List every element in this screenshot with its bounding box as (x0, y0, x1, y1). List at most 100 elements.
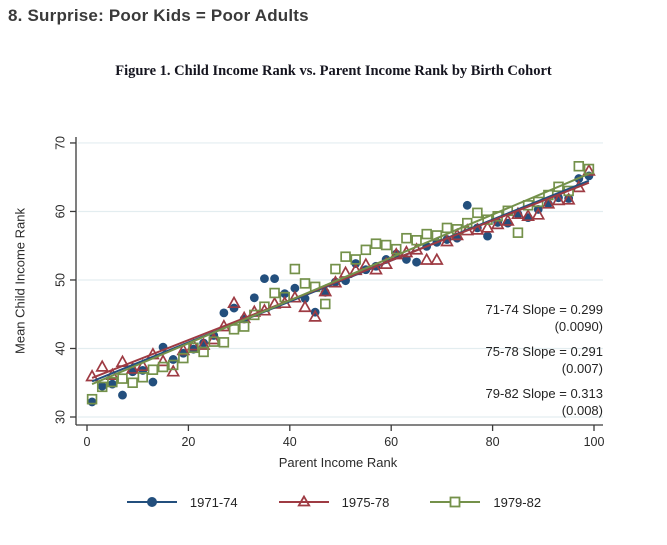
data-point (391, 243, 402, 255)
data-point (269, 287, 280, 299)
data-point (419, 252, 434, 265)
data-point (97, 381, 107, 391)
y-tick-label: 40 (53, 341, 67, 355)
data-point (206, 332, 221, 345)
annotation-line: 71-74 Slope = 0.299 (485, 302, 603, 317)
data-point (521, 208, 535, 222)
annotation-line: (0.008) (561, 403, 603, 418)
annotation-line: 75-78 Slope = 0.291 (485, 344, 603, 359)
fit-line-1975-78 (91, 181, 590, 379)
y-axis-title: Mean Child Income Rank (12, 208, 28, 354)
x-tick-label: 100 (584, 435, 605, 449)
data-point (249, 293, 259, 303)
data-point (440, 234, 454, 247)
data-point (107, 376, 118, 388)
data-point (238, 321, 250, 332)
data-point (208, 336, 220, 347)
data-point (196, 337, 211, 350)
series-1979-82 (86, 161, 595, 405)
data-point (218, 337, 230, 348)
data-point (553, 181, 564, 193)
annotation-line: (0.007) (561, 361, 603, 376)
legend-item-1975-78: 1975-78 (278, 494, 390, 510)
data-point (511, 206, 525, 219)
annotation-block: 79-82 Slope = 0.313 (0.008) (486, 385, 603, 419)
data-point (320, 298, 331, 310)
y-tick-label: 50 (53, 273, 67, 287)
data-point (178, 352, 189, 364)
data-point (127, 377, 138, 388)
data-point (298, 299, 312, 313)
figure-title: Figure 1. Child Income Rank vs. Parent I… (115, 63, 552, 79)
data-point (421, 228, 432, 240)
data-point (411, 234, 422, 246)
data-point (490, 216, 505, 230)
annotation-block: 75-78 Slope = 0.291 (0.007) (486, 343, 603, 377)
data-point (198, 346, 209, 358)
data-point (429, 252, 444, 265)
y-tick-label: 60 (53, 204, 67, 218)
slope-annotations: 71-74 Slope = 0.299 (0.0090) 75-78 Slope… (486, 301, 603, 427)
legend-label: 1979-82 (493, 494, 542, 510)
data-point (318, 284, 333, 297)
data-point (500, 213, 515, 226)
data-point (483, 231, 492, 241)
data-point (135, 358, 150, 372)
data-point (573, 161, 585, 172)
data-point (157, 361, 169, 373)
data-point (86, 393, 98, 405)
data-point (480, 220, 495, 233)
data-point (541, 196, 556, 209)
data-point (370, 238, 382, 249)
x-axis-title: Parent Income Rank (278, 455, 398, 470)
data-point (289, 263, 301, 275)
x-tick-label: 60 (384, 435, 398, 449)
data-point (290, 283, 300, 293)
data-point (462, 200, 472, 210)
data-point (472, 207, 483, 219)
x-tick-label: 40 (283, 435, 297, 449)
data-point (199, 338, 209, 348)
legend: 1971-74 1975-78 1979-82 (0, 494, 667, 510)
data-point (280, 289, 290, 299)
data-point (168, 355, 178, 364)
data-point (166, 364, 181, 377)
legend-label: 1975-78 (341, 494, 390, 510)
data-point (186, 338, 201, 351)
data-point (360, 244, 372, 256)
data-point (148, 377, 158, 387)
data-point (260, 274, 269, 284)
fit-line-1979-82 (91, 172, 590, 386)
data-point (531, 207, 546, 220)
data-point (308, 309, 322, 322)
data-point (470, 222, 485, 235)
x-tick-label: 20 (181, 435, 195, 449)
x-tick-label: 80 (486, 435, 500, 449)
data-point (128, 367, 138, 377)
data-point (299, 278, 311, 289)
legend-item-1971-74: 1971-74 (126, 494, 238, 510)
legend-line-circle-icon (126, 497, 177, 507)
data-point (441, 222, 453, 234)
data-point (380, 239, 392, 251)
data-point (582, 163, 596, 176)
data-point (117, 373, 128, 384)
data-point (167, 359, 179, 371)
data-point (147, 364, 159, 375)
annotation-block: 71-74 Slope = 0.299 (0.0090) (486, 301, 603, 335)
y-tick-label: 30 (53, 410, 67, 424)
y-tick-label: 70 (53, 136, 67, 150)
x-tick-label: 0 (84, 435, 91, 449)
legend-line-square-icon (430, 496, 481, 508)
data-point (219, 308, 229, 318)
data-point (118, 390, 127, 400)
data-point (87, 397, 97, 407)
data-point (401, 232, 412, 244)
data-point (412, 257, 421, 267)
annotation-line: (0.0090) (554, 319, 603, 334)
annotation-line: 79-82 Slope = 0.313 (485, 386, 603, 401)
data-point (95, 359, 110, 372)
